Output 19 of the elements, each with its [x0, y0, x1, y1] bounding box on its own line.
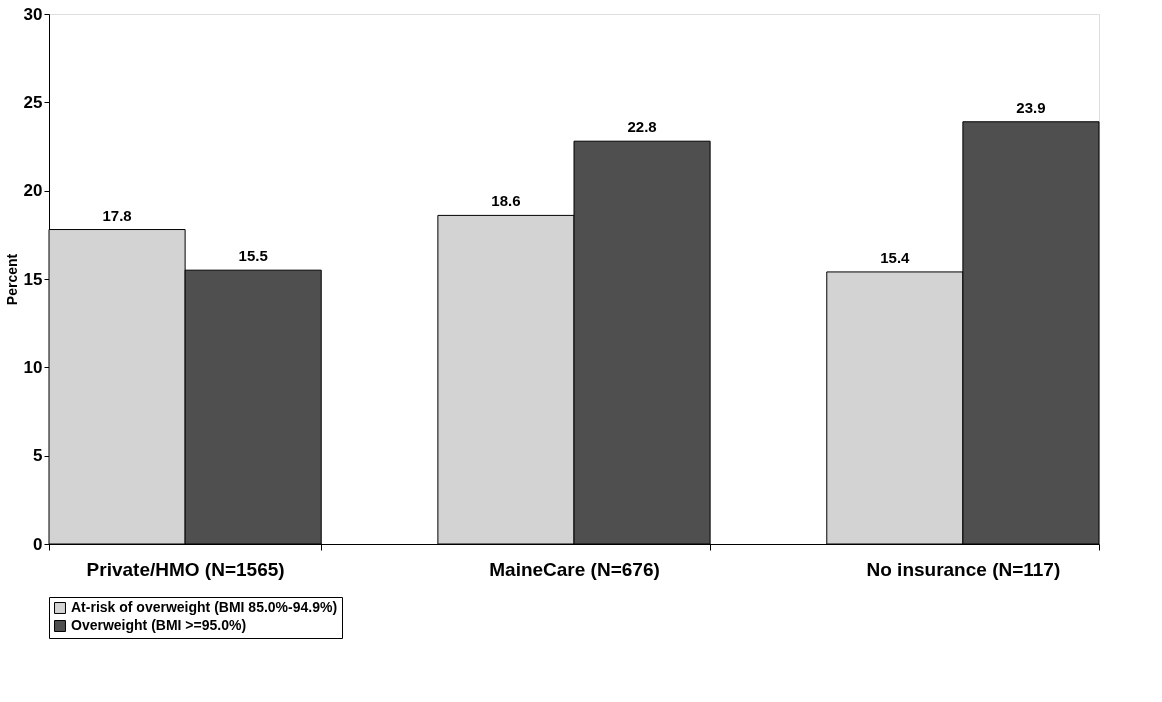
y-tick-label: 10 — [23, 357, 43, 377]
x-tick-label: MaineCare (N=676) — [489, 558, 660, 580]
y-tick-label: 5 — [33, 446, 43, 466]
data-label: 15.4 — [880, 248, 911, 266]
x-tick-label: No insurance (N=117) — [866, 558, 1061, 580]
y-tick-label: 30 — [23, 4, 43, 24]
legend-label: At-risk of overweight (BMI 85.0%-94.9%) — [71, 599, 338, 615]
y-tick-label: 25 — [23, 92, 43, 112]
data-label: 17.8 — [102, 206, 132, 224]
y-tick-label: 20 — [23, 181, 43, 201]
y-axis-title: Percent — [3, 253, 20, 306]
data-label: 22.8 — [627, 118, 657, 136]
data-label: 15.5 — [238, 247, 268, 265]
y-tick-label: 15 — [23, 269, 43, 289]
x-tick-label: Private/HMO (N=1565) — [86, 558, 285, 580]
data-label: 23.9 — [1016, 98, 1046, 116]
legend-label: Overweight (BMI >=95.0%) — [71, 617, 247, 633]
y-tick-label: 0 — [33, 534, 43, 554]
data-label: 18.6 — [491, 192, 521, 210]
